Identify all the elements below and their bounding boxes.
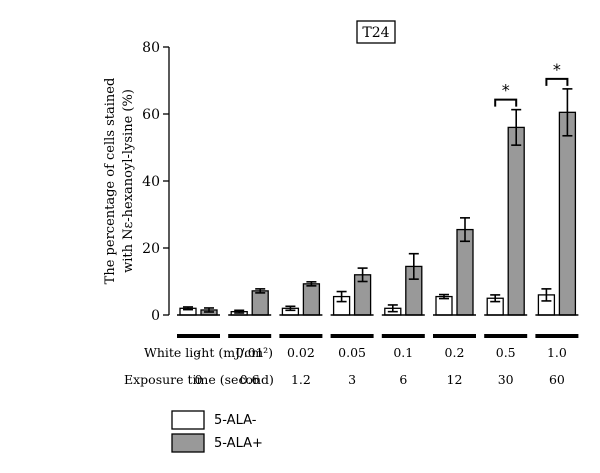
y-tick-label: 80 bbox=[142, 40, 160, 56]
significance-bracket bbox=[545, 77, 569, 86]
y-tick-label: 40 bbox=[142, 174, 160, 190]
y-axis-label-line2: with Nε-hexanoyl-lysine (%) bbox=[121, 89, 136, 273]
white-light-value: 0.1 bbox=[393, 345, 413, 360]
condition-group-bar bbox=[228, 334, 272, 338]
significance-marks: ** bbox=[494, 60, 569, 107]
bars bbox=[177, 88, 579, 316]
exposure-time-value: 1.2 bbox=[291, 372, 311, 387]
condition-group-bar bbox=[433, 334, 476, 338]
significance-bracket bbox=[494, 98, 518, 107]
legend-label-5-ala-minus: 5-ALA- bbox=[214, 413, 257, 428]
condition-table: White light (mJ/cm²) Exposure time (seco… bbox=[124, 334, 579, 387]
exposure-time-value: 12 bbox=[447, 372, 463, 387]
significance-star: * bbox=[553, 60, 561, 79]
white-light-value: 0.01 bbox=[236, 345, 264, 360]
condition-group-bar bbox=[535, 334, 579, 338]
white-light-value: - bbox=[196, 345, 200, 360]
chart-title-group: T24 bbox=[356, 20, 396, 44]
condition-group-bar bbox=[330, 334, 374, 338]
exposure-time-row-label: Exposure time (second) bbox=[124, 372, 274, 387]
bar-5-ala-plus-5 bbox=[456, 228, 474, 316]
title-box bbox=[356, 20, 396, 44]
y-axis: 0 20 40 60 80 bbox=[142, 40, 170, 324]
exposure-time-value: 60 bbox=[549, 372, 565, 387]
bar-5-ala-plus-1 bbox=[251, 290, 269, 316]
condition-group-bar bbox=[484, 334, 528, 338]
white-light-value: 1.0 bbox=[547, 345, 567, 360]
legend: 5-ALA- 5-ALA+ bbox=[171, 410, 263, 453]
legend-swatch-5-ala-minus bbox=[171, 410, 205, 430]
white-light-value: 0.05 bbox=[338, 345, 366, 360]
exposure-time-value: 6 bbox=[399, 372, 407, 387]
y-tick-label: 60 bbox=[142, 107, 160, 123]
chart-title: T24 bbox=[362, 25, 389, 41]
y-tick-label: 0 bbox=[151, 308, 160, 324]
white-light-value: 0.02 bbox=[287, 345, 315, 360]
significance-star: * bbox=[502, 81, 510, 100]
exposure-time-value: 30 bbox=[498, 372, 514, 387]
condition-group-bar bbox=[279, 334, 323, 338]
y-tick-label: 20 bbox=[142, 241, 160, 257]
legend-label-5-ala-plus: 5-ALA+ bbox=[214, 436, 263, 451]
exposure-time-value: 3 bbox=[348, 372, 356, 387]
legend-swatch-5-ala-plus bbox=[171, 433, 205, 453]
y-axis-label-line1: The percentage of cells stained bbox=[103, 78, 118, 285]
condition-group-bar bbox=[177, 334, 220, 338]
condition-group-bar bbox=[381, 334, 425, 338]
bar-5-ala-plus-7 bbox=[558, 111, 577, 316]
white-light-value: 0.2 bbox=[445, 345, 465, 360]
bar-5-ala-plus-2 bbox=[302, 283, 321, 316]
exposure-time-value: 0 bbox=[195, 372, 203, 387]
white-light-value: 0.5 bbox=[496, 345, 516, 360]
white-light-row-label: White light (mJ/cm²) bbox=[144, 345, 273, 360]
exposure-time-value: 0.6 bbox=[240, 372, 260, 387]
bar-5-ala-plus-6 bbox=[507, 126, 525, 316]
